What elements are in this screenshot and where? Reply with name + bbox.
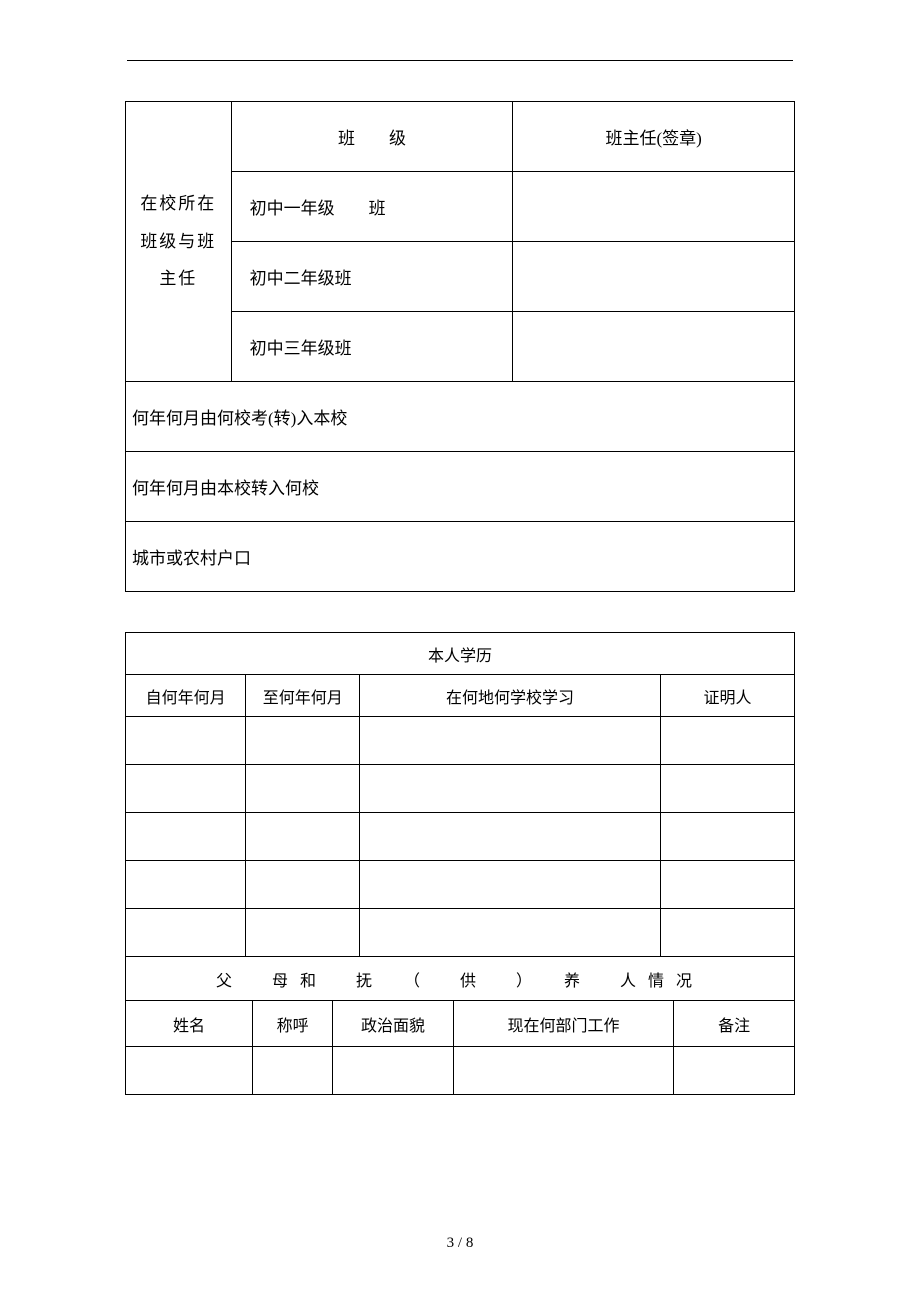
guardian-title: 父 母和 抚 （ 供 ） 养 人情况 — [126, 957, 795, 1001]
col-header-class: 班 级 — [231, 102, 513, 172]
top-horizontal-rule — [127, 60, 793, 61]
education-cell — [126, 717, 246, 765]
education-cell — [246, 717, 360, 765]
guardian-cell — [453, 1047, 674, 1095]
education-cell — [360, 909, 661, 957]
transfer-in-row: 何年何月由何校考(转)入本校 — [126, 382, 795, 452]
transfer-out-row: 何年何月由本校转入何校 — [126, 452, 795, 522]
guardian-cell — [126, 1047, 253, 1095]
education-cell — [661, 813, 795, 861]
education-cell — [360, 717, 661, 765]
page-number: 3 / 8 — [0, 1235, 920, 1252]
education-cell — [661, 909, 795, 957]
hukou-row: 城市或农村户口 — [126, 522, 795, 592]
education-cell — [360, 861, 661, 909]
guardian-col-0: 姓名 — [126, 1001, 253, 1047]
education-cell — [126, 813, 246, 861]
grade-3-label: 初中三年级班 — [231, 312, 513, 382]
education-cell — [360, 813, 661, 861]
education-cell — [661, 717, 795, 765]
grade-1-teacher — [513, 172, 795, 242]
guardian-col-3: 现在何部门工作 — [453, 1001, 674, 1047]
rowlabel-line1: 在校所在 — [126, 185, 231, 222]
col-header-teacher: 班主任(签章) — [513, 102, 795, 172]
education-cell — [246, 765, 360, 813]
class-teacher-rowlabel: 在校所在 班级与班 主任 — [126, 102, 232, 382]
education-cell — [360, 765, 661, 813]
guardian-col-1: 称呼 — [253, 1001, 333, 1047]
education-col-1: 至何年何月 — [246, 675, 360, 717]
rowlabel-line3: 主任 — [126, 260, 231, 297]
grade-2-teacher — [513, 242, 795, 312]
education-col-2: 在何地何学校学习 — [360, 675, 661, 717]
rowlabel-line2: 班级与班 — [126, 223, 231, 260]
education-title: 本人学历 — [126, 633, 795, 675]
class-teacher-table: 在校所在 班级与班 主任 班 级 班主任(签章) 初中一年级 班 初中二年级班 … — [125, 101, 795, 592]
education-cell — [246, 861, 360, 909]
education-cell — [126, 861, 246, 909]
education-cell — [661, 765, 795, 813]
education-cell — [246, 813, 360, 861]
guardian-cell — [333, 1047, 453, 1095]
grade-1-label: 初中一年级 班 — [231, 172, 513, 242]
education-history-table: 本人学历自何年何月至何年何月在何地何学校学习证明人父 母和 抚 （ 供 ） 养 … — [125, 632, 795, 1095]
education-col-3: 证明人 — [661, 675, 795, 717]
guardian-col-2: 政治面貌 — [333, 1001, 453, 1047]
education-col-0: 自何年何月 — [126, 675, 246, 717]
education-cell — [246, 909, 360, 957]
grade-2-label: 初中二年级班 — [231, 242, 513, 312]
education-cell — [126, 765, 246, 813]
education-cell — [126, 909, 246, 957]
education-cell — [661, 861, 795, 909]
guardian-cell — [674, 1047, 795, 1095]
grade-3-teacher — [513, 312, 795, 382]
guardian-col-4: 备注 — [674, 1001, 795, 1047]
guardian-cell — [253, 1047, 333, 1095]
